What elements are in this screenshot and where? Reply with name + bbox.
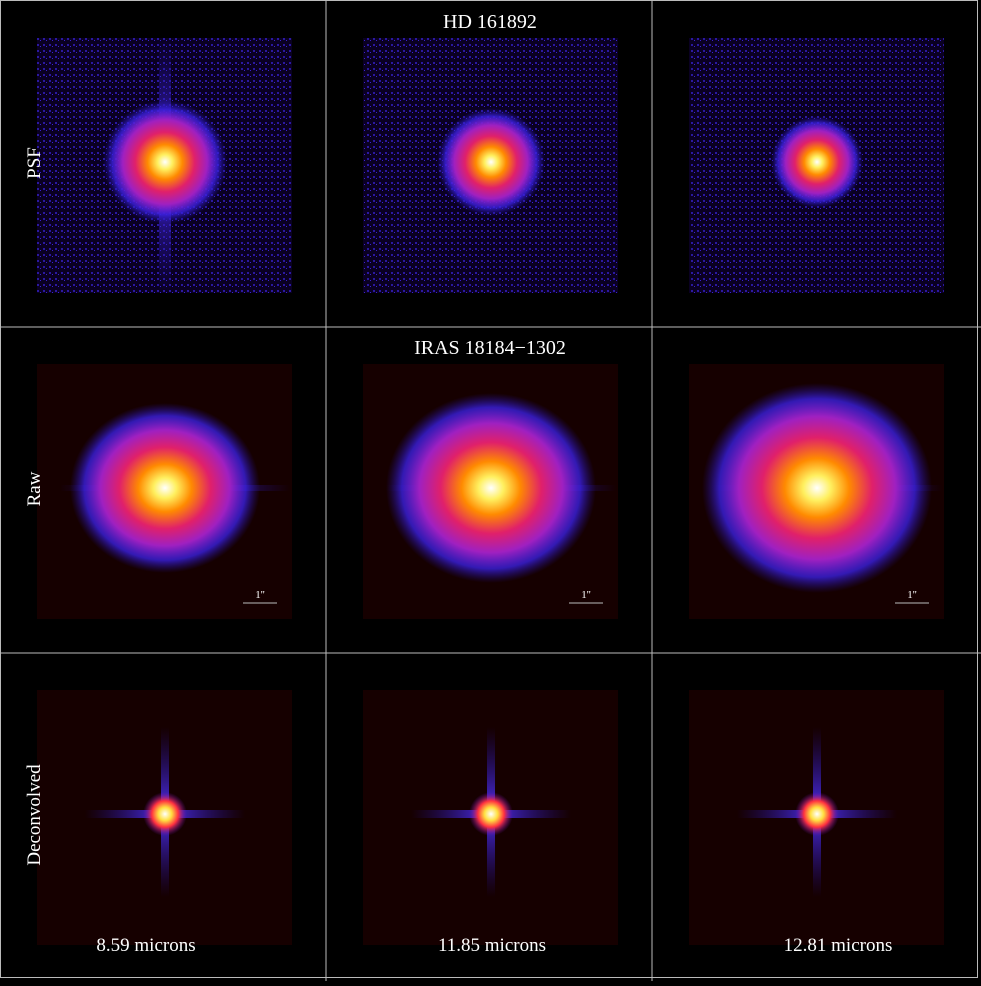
row-header: HD 161892 (443, 11, 537, 33)
row-label: Deconvolved (24, 764, 45, 866)
row-header: IRAS 18184−1302 (414, 337, 566, 359)
source (386, 393, 596, 583)
source (437, 108, 545, 216)
source (469, 792, 513, 836)
scale-bar-label: 1'' (907, 589, 916, 601)
source (70, 403, 260, 573)
row-label: PSF (24, 147, 45, 179)
scale-bar-label: 1'' (581, 589, 590, 601)
column-label: 11.85 microns (438, 935, 546, 956)
row-label: Raw (24, 471, 45, 506)
source (771, 116, 863, 208)
labels: HD 161892 PSF 1'' 1'' 1'' IRAS 18184−1302 Raw D… (24, 11, 917, 956)
source (103, 100, 227, 224)
panels (37, 38, 944, 945)
source (143, 792, 187, 836)
column-label: 12.81 microns (784, 935, 893, 956)
scale-bar-label: 1'' (255, 589, 264, 601)
source (795, 792, 839, 836)
column-label: 8.59 microns (96, 935, 195, 956)
source (702, 383, 932, 593)
